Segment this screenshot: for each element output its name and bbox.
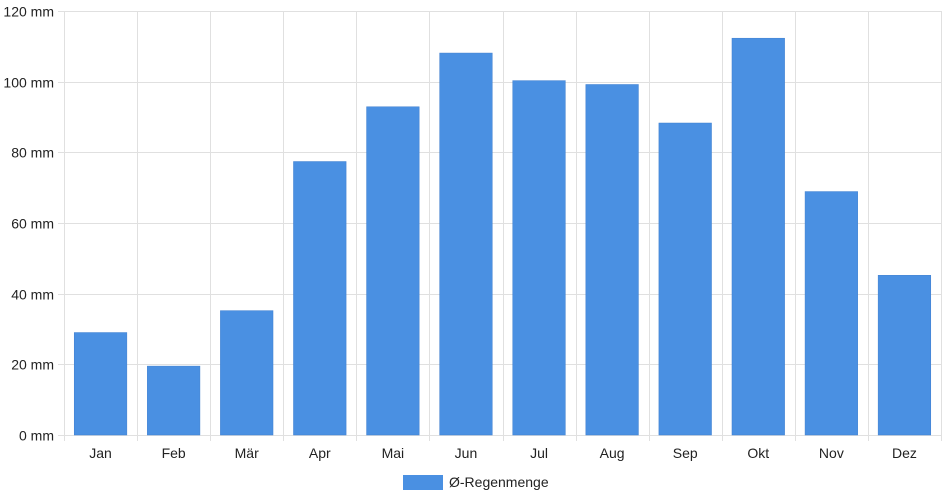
bar-okt[interactable] <box>731 37 785 436</box>
y-tick-label: 100 mm <box>3 75 54 91</box>
x-tick-label: Sep <box>673 445 698 461</box>
bar-jul[interactable] <box>512 80 566 436</box>
legend[interactable]: Ø-Regenmenge <box>403 474 549 490</box>
x-tick-label: Feb <box>162 445 186 461</box>
legend-label: Ø-Regenmenge <box>449 474 549 490</box>
x-tick-label: Jun <box>455 445 478 461</box>
bar-aug[interactable] <box>585 84 639 436</box>
bar-jan[interactable] <box>73 332 128 436</box>
x-tick-label: Mai <box>382 445 405 461</box>
bar-apr[interactable] <box>293 161 347 436</box>
x-tick-label: Apr <box>309 445 331 461</box>
x-tick-label: Okt <box>747 445 769 461</box>
axes: 0 mm 20 mm 40 mm 60 mm 80 mm 100 mm 120 mm Jan F… <box>3 4 916 462</box>
bar-nov[interactable] <box>804 191 858 436</box>
bar-mär[interactable] <box>220 310 274 436</box>
y-tick-label: 80 mm <box>11 145 54 161</box>
bar-feb[interactable] <box>147 365 201 436</box>
x-tick-label: Dez <box>892 445 917 461</box>
x-tick-label: Nov <box>819 445 844 461</box>
x-tick-label: Aug <box>600 445 625 461</box>
bars <box>73 37 932 436</box>
bar-sep[interactable] <box>658 122 712 436</box>
x-tick-label: Jan <box>89 445 112 461</box>
x-tick-label: Jul <box>530 445 548 461</box>
grid-lines <box>58 11 942 441</box>
y-tick-label: 40 mm <box>11 287 54 303</box>
bar-jun[interactable] <box>439 52 493 436</box>
bar-mai[interactable] <box>366 106 420 436</box>
y-tick-label: 0 mm <box>19 428 54 444</box>
y-tick-label: 120 mm <box>3 4 54 20</box>
bar-dez[interactable] <box>877 275 932 436</box>
y-tick-label: 20 mm <box>11 357 54 373</box>
y-tick-label: 60 mm <box>11 216 54 232</box>
legend-swatch <box>403 475 443 490</box>
x-tick-label: Mär <box>235 445 259 461</box>
